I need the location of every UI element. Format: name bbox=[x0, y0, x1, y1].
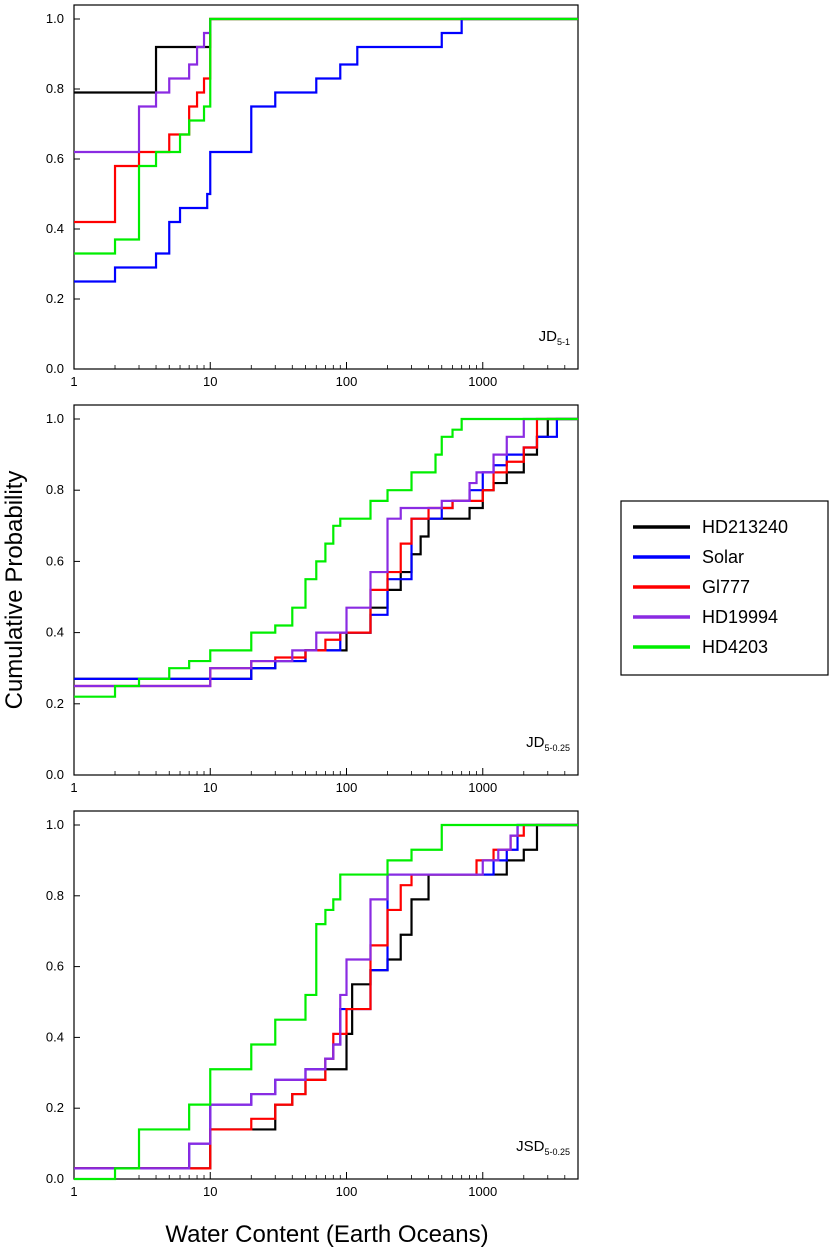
panel-3: 0.0 0.2 0.4 0.6 0.8 1.0 1 10 100 1000 JSD5-0.25 bbox=[46, 810, 579, 1199]
x-tick-label: 1 bbox=[70, 780, 77, 795]
legend-label-hd19994: HD19994 bbox=[702, 607, 778, 627]
legend-label-solar: Solar bbox=[702, 547, 744, 567]
panel-label: JD5-1 bbox=[539, 328, 570, 347]
legend-label-hd213240: HD213240 bbox=[702, 517, 788, 537]
y-tick-label: 0.8 bbox=[46, 482, 64, 497]
y-tick-label: 0.2 bbox=[46, 696, 64, 711]
series-line-gl777 bbox=[74, 17, 578, 224]
y-tick-label: 0.0 bbox=[46, 1171, 64, 1186]
series-line-hd19994 bbox=[74, 19, 212, 154]
y-tick-label: 0.8 bbox=[46, 81, 64, 96]
panel-label: JSD5-0.25 bbox=[516, 1138, 570, 1157]
y-tick-label: 0.6 bbox=[46, 959, 64, 974]
panel-1: 0.0 0.2 0.4 0.6 0.8 1.0 1 10 100 1000 JD5-1 bbox=[46, 4, 579, 389]
panel-label-sub: 5-1 bbox=[557, 337, 570, 347]
y-tick-label: 0.6 bbox=[46, 151, 64, 166]
panel-label-main: JSD bbox=[516, 1138, 545, 1155]
panel-frame bbox=[73, 4, 579, 370]
panel-label-sub: 5-0.25 bbox=[544, 743, 570, 753]
y-tick-label: 0.8 bbox=[46, 888, 64, 903]
series-line-hd19994 bbox=[74, 823, 578, 1170]
series-line-hd4203 bbox=[74, 17, 578, 255]
legend: HD213240 Solar Gl777 HD19994 HD4203 bbox=[620, 500, 829, 676]
series-line-solar bbox=[74, 17, 578, 283]
y-tick-label: 1.0 bbox=[46, 11, 64, 26]
series-line-solar bbox=[74, 823, 578, 1170]
panel-label-main: JD bbox=[539, 328, 558, 345]
x-tick-label: 1000 bbox=[468, 780, 497, 795]
panel-label-sub: 5-0.25 bbox=[544, 1147, 570, 1157]
y-axis-title: Cumulative Probability bbox=[1, 471, 28, 710]
x-tick-label: 10 bbox=[203, 1184, 217, 1199]
series-line-hd213240 bbox=[74, 17, 578, 94]
x-tick-label: 100 bbox=[336, 780, 358, 795]
series-line-gl777 bbox=[74, 417, 578, 688]
series-line-gl777 bbox=[74, 823, 578, 1170]
x-tick-label: 100 bbox=[336, 1184, 358, 1199]
x-tick-label: 100 bbox=[336, 374, 358, 389]
x-tick-label: 10 bbox=[203, 374, 217, 389]
y-tick-label: 0.4 bbox=[46, 625, 64, 640]
series-line-hd19994 bbox=[74, 417, 578, 688]
y-tick-label: 1.0 bbox=[46, 411, 64, 426]
y-tick-label: 1.0 bbox=[46, 817, 64, 832]
y-tick-label: 0.2 bbox=[46, 291, 64, 306]
panel-label: JD5-0.25 bbox=[526, 734, 570, 753]
x-tick-label: 10 bbox=[203, 780, 217, 795]
series-line-hd213240 bbox=[74, 823, 578, 1170]
y-tick-label: 0.0 bbox=[46, 361, 64, 376]
y-tick-label: 0.4 bbox=[46, 221, 64, 236]
legend-label-gl777: Gl777 bbox=[702, 577, 750, 597]
y-tick-label: 0.6 bbox=[46, 553, 64, 568]
plot-panels: 0.00.20.40.60.81.01 10 100 1000JD5-10.00.20… bbox=[46, 4, 579, 1199]
legend-label-hd4203: HD4203 bbox=[702, 637, 768, 657]
series-line-hd4203 bbox=[74, 417, 578, 698]
x-tick-label: 1000 bbox=[468, 1184, 497, 1199]
y-tick-label: 0.0 bbox=[46, 767, 64, 782]
panel-frame bbox=[73, 810, 579, 1180]
panel-frame bbox=[73, 404, 579, 776]
panel-2: 0.0 0.2 0.4 0.6 0.8 1.0 1 10 100 1000 JD5-0.25 bbox=[46, 404, 579, 795]
x-tick-label: 1000 bbox=[468, 374, 497, 389]
x-tick-label: 1 bbox=[70, 374, 77, 389]
y-tick-label: 0.4 bbox=[46, 1029, 64, 1044]
x-axis-title: Water Content (Earth Oceans) bbox=[165, 1221, 488, 1248]
x-tick-label: 1 bbox=[70, 1184, 77, 1199]
y-tick-label: 0.2 bbox=[46, 1100, 64, 1115]
series-line-hd4203 bbox=[74, 823, 578, 1181]
legend-items: HD213240 Solar Gl777 HD19994 HD4203 bbox=[633, 517, 788, 657]
panel-label-main: JD bbox=[526, 734, 545, 751]
